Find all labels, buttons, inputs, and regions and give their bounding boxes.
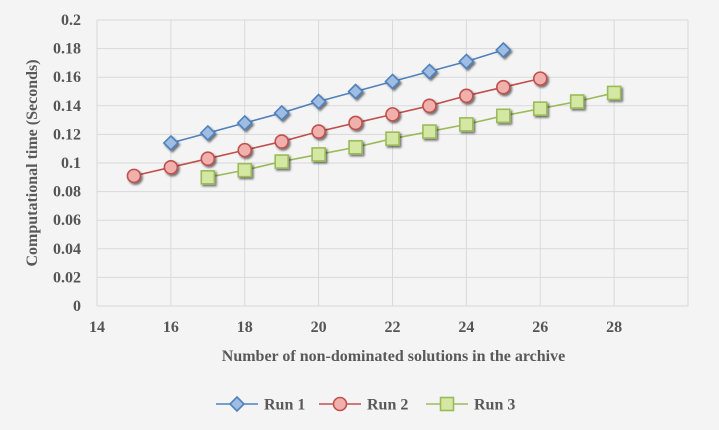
legend-item: Run 2 xyxy=(319,397,408,414)
legend-label: Run 3 xyxy=(474,397,515,414)
legend-label: Run 2 xyxy=(367,397,408,414)
data-point xyxy=(163,159,179,175)
data-point xyxy=(311,147,326,162)
data-point xyxy=(126,168,142,184)
data-point xyxy=(274,154,289,169)
data-point xyxy=(384,73,401,90)
x-tick-label: 22 xyxy=(385,319,401,336)
series-line xyxy=(133,77,541,177)
data-point xyxy=(606,85,622,101)
data-point xyxy=(162,134,180,152)
y-tick-label: 0.16 xyxy=(53,69,81,86)
data-point xyxy=(459,88,474,104)
x-tick-label: 18 xyxy=(237,319,253,336)
data-point xyxy=(273,104,290,122)
legend-item: Run 3 xyxy=(426,397,515,414)
y-tick-label: 0.14 xyxy=(53,98,81,115)
data-point xyxy=(310,93,327,110)
grid xyxy=(96,19,689,307)
y-tick-label: 0.04 xyxy=(53,241,81,258)
data-point xyxy=(495,41,512,59)
data-point xyxy=(274,134,289,149)
y-tick-label: 0.18 xyxy=(53,41,81,58)
data-point xyxy=(496,79,511,95)
y-tick-label: 0 xyxy=(73,298,81,315)
x-tick-label: 28 xyxy=(606,319,622,336)
series-line xyxy=(170,49,504,144)
x-tick-label: 20 xyxy=(311,319,327,336)
y-tick-label: 0.02 xyxy=(53,269,81,286)
data-point xyxy=(458,53,475,70)
x-tick-label: 14 xyxy=(89,319,105,336)
data-point xyxy=(421,63,438,80)
data-point xyxy=(569,94,585,109)
data-point xyxy=(422,98,437,114)
x-tick-label: 26 xyxy=(532,319,548,336)
series-1 xyxy=(162,41,512,152)
data-point xyxy=(532,101,548,116)
y-tick-label: 0.2 xyxy=(61,12,81,29)
data-point xyxy=(348,139,363,155)
series-3 xyxy=(200,85,622,185)
y-axis-title: Computational time (Seconds) xyxy=(24,59,41,266)
data-point xyxy=(311,124,326,139)
data-point xyxy=(237,142,253,158)
data-point xyxy=(385,131,400,146)
data-point xyxy=(200,170,216,185)
data-point xyxy=(236,114,253,132)
x-tick-label: 16 xyxy=(163,319,179,336)
y-tick-label: 0.12 xyxy=(53,126,81,143)
legend: Run 1 Run 2 Run 3 xyxy=(216,395,515,414)
legend-marker xyxy=(439,396,455,412)
data-point xyxy=(199,124,216,142)
legend-marker xyxy=(228,395,246,413)
data-point xyxy=(348,115,363,131)
y-tick-label: 0.1 xyxy=(61,155,81,172)
data-point xyxy=(459,117,474,132)
legend-marker xyxy=(332,396,348,412)
data-point xyxy=(496,108,511,124)
data-point xyxy=(237,162,253,178)
series-2 xyxy=(126,71,548,184)
legend-item: Run 1 xyxy=(216,395,305,414)
data-point xyxy=(347,83,364,100)
data-point xyxy=(532,71,548,86)
data-point xyxy=(200,151,216,167)
legend-label: Run 1 xyxy=(264,397,305,414)
x-axis-title: Number of non-dominated solutions in the… xyxy=(222,348,565,365)
data-point xyxy=(385,107,400,122)
data-point xyxy=(422,124,437,139)
y-tick-label: 0.06 xyxy=(53,212,81,229)
y-tick-label: 0.08 xyxy=(53,184,81,201)
x-tick-label: 24 xyxy=(458,319,474,336)
